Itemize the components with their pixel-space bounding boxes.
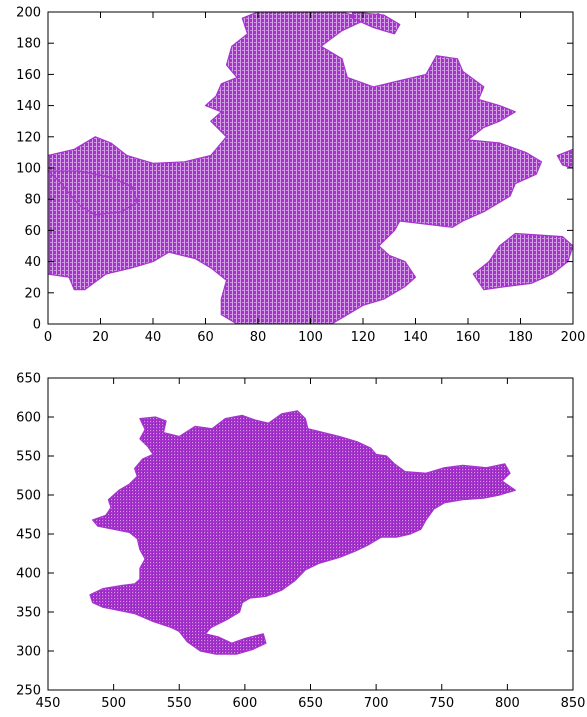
y-tick-label: 40: [24, 255, 41, 270]
y-tick-label: 500: [16, 489, 41, 504]
x-tick-label: 450: [36, 696, 61, 711]
y-tick-label: 100: [16, 162, 41, 177]
x-tick-label: 850: [561, 696, 586, 711]
y-tick-label: 600: [16, 411, 41, 426]
cluster-region: [472, 232, 573, 291]
y-tick-label: 120: [16, 130, 41, 145]
cluster-group: [48, 12, 573, 324]
x-tick-label: 0: [44, 330, 52, 345]
x-tick-label: 750: [429, 696, 454, 711]
x-tick-label: 120: [351, 330, 376, 345]
x-tick-label: 40: [145, 330, 162, 345]
y-tick-label: 250: [16, 684, 41, 699]
cluster-region: [89, 410, 516, 655]
x-tick-label: 800: [495, 696, 520, 711]
bottom-plot: 450 500 550 600 650 700 750 800 850 250 300 350 400 4…: [16, 372, 585, 712]
x-tick-label: 700: [364, 696, 389, 711]
x-tick-label: 160: [456, 330, 481, 345]
y-tick-label: 0: [33, 318, 41, 333]
y-tick-label: 160: [16, 68, 41, 83]
x-tick-label: 140: [403, 330, 428, 345]
x-tick-label: 550: [167, 696, 192, 711]
x-tick-label: 600: [232, 696, 257, 711]
y-tick-label: 180: [16, 37, 41, 52]
x-tick-label: 100: [298, 330, 323, 345]
x-tick-label: 500: [101, 696, 126, 711]
x-tick-label: 80: [250, 330, 267, 345]
y-tick-label: 450: [16, 528, 41, 543]
x-tick-label: 200: [561, 330, 586, 345]
y-tick-label: 20: [24, 286, 41, 301]
cluster-group: [89, 410, 516, 655]
cluster-region: [351, 12, 401, 35]
y-tick-label: 300: [16, 645, 41, 660]
y-tick-label: 350: [16, 606, 41, 621]
y-tick-label: 650: [16, 372, 41, 387]
y-tick-label: 60: [24, 224, 41, 239]
cluster-region: [48, 170, 138, 216]
cluster-region: [48, 12, 543, 324]
x-tick-label: 180: [508, 330, 533, 345]
y-tick-label: 400: [16, 567, 41, 582]
x-tick-label: 650: [298, 696, 323, 711]
y-tick-label: 550: [16, 450, 41, 465]
y-tick-label: 80: [24, 193, 41, 208]
cluster-region: [556, 148, 573, 169]
x-tick-label: 60: [197, 330, 214, 345]
top-plot: 0 20 40 60 80 100 120 140 160 180 200 0 20 40 60 80 100 1…: [16, 6, 585, 346]
y-tick-label: 140: [16, 99, 41, 114]
y-tick-label: 200: [16, 6, 41, 21]
x-tick-label: 20: [92, 330, 109, 345]
